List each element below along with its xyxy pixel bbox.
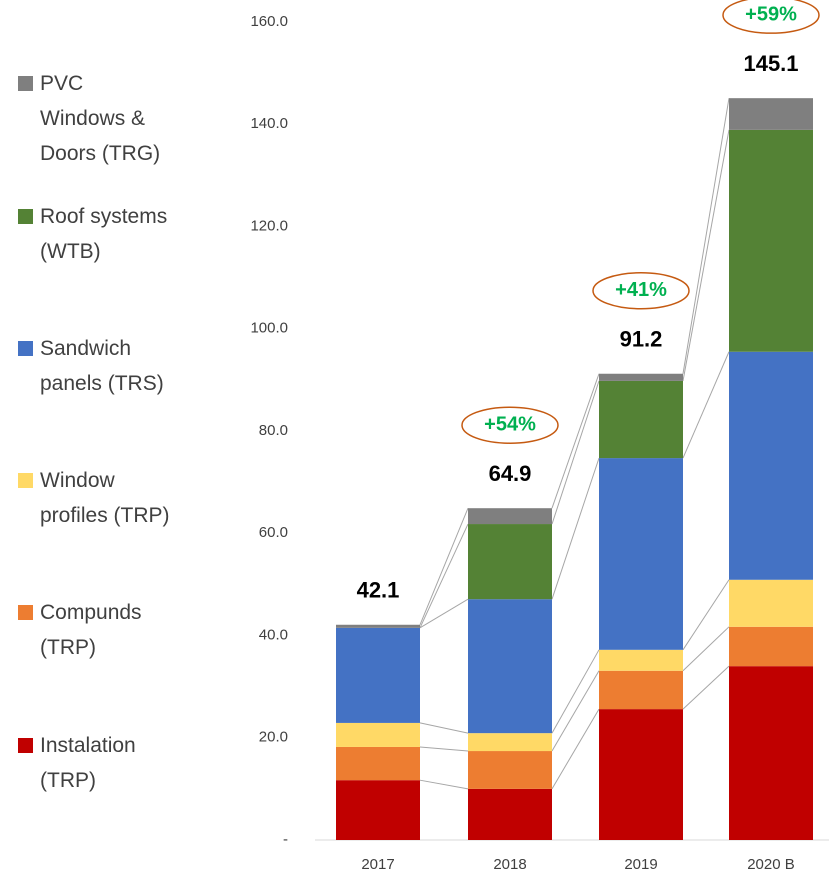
x-tick-label: 2020 B bbox=[747, 856, 795, 873]
growth-label: +41% bbox=[615, 279, 667, 301]
connector bbox=[551, 380, 600, 525]
connector bbox=[682, 579, 730, 651]
x-tick-label: 2019 bbox=[624, 856, 657, 873]
legend-label: Roof systems (WTB) bbox=[40, 205, 168, 263]
connector bbox=[551, 708, 600, 790]
y-tick-label: 100.0 bbox=[250, 320, 288, 337]
bar-segment bbox=[468, 788, 552, 840]
y-tick-label: 160.0 bbox=[250, 13, 288, 30]
bar-segment bbox=[336, 627, 420, 723]
bar-segment bbox=[729, 351, 813, 580]
connector bbox=[419, 598, 469, 629]
growth-label: +54% bbox=[484, 413, 536, 435]
bar-segment bbox=[336, 722, 420, 747]
bar-segment bbox=[729, 129, 813, 352]
growth-label: +59% bbox=[745, 3, 797, 25]
legend-item: Window profiles (TRP) bbox=[18, 463, 170, 533]
legend-item: Sandwich panels (TRS) bbox=[18, 331, 170, 401]
legend-swatch bbox=[18, 605, 33, 620]
y-tick-label: - bbox=[283, 831, 288, 848]
growth-badge bbox=[722, 0, 820, 34]
bar-segment bbox=[336, 624, 420, 628]
bar-segment bbox=[468, 751, 552, 789]
legend-label: Sandwich panels (TRS) bbox=[40, 337, 164, 395]
bar-segment bbox=[599, 709, 683, 840]
connector bbox=[419, 508, 469, 625]
bar-segment bbox=[729, 626, 813, 667]
x-tick-label: 2017 bbox=[361, 856, 394, 873]
legend-swatch bbox=[18, 341, 33, 356]
bar-segment bbox=[468, 508, 552, 525]
bar-segment bbox=[599, 649, 683, 671]
bar-segment bbox=[729, 579, 813, 627]
bar-segment bbox=[599, 380, 683, 459]
connector bbox=[551, 670, 600, 752]
connector bbox=[682, 351, 730, 459]
connector bbox=[682, 626, 730, 672]
growth-badge bbox=[592, 271, 690, 310]
y-tick-label: 60.0 bbox=[259, 524, 288, 541]
legend-swatch bbox=[18, 209, 33, 224]
bar-segment bbox=[599, 458, 683, 650]
connector bbox=[419, 746, 469, 752]
y-tick-label: 120.0 bbox=[250, 217, 288, 234]
legend-label: Window profiles (TRP) bbox=[40, 469, 170, 527]
connector bbox=[682, 98, 730, 374]
y-tick-label: 40.0 bbox=[259, 626, 288, 643]
connector bbox=[682, 129, 730, 381]
legend-label: Compunds (TRP) bbox=[40, 601, 142, 659]
connector bbox=[551, 649, 600, 734]
y-tick-label: 140.0 bbox=[250, 115, 288, 132]
bar-segment bbox=[336, 780, 420, 840]
total-label: 145.1 bbox=[743, 51, 798, 76]
legend-item: PVC Windows & Doors (TRG) bbox=[18, 66, 170, 171]
bar-segment bbox=[468, 599, 552, 734]
connector bbox=[551, 457, 600, 600]
total-label: 91.2 bbox=[620, 327, 663, 352]
legend-label: Instalation (TRP) bbox=[40, 734, 136, 792]
total-label: 42.1 bbox=[357, 578, 400, 603]
bar-segment bbox=[729, 666, 813, 840]
bar-segment bbox=[599, 373, 683, 381]
y-tick-label: 80.0 bbox=[259, 422, 288, 439]
legend-item: Instalation (TRP) bbox=[18, 728, 170, 798]
x-tick-label: 2018 bbox=[493, 856, 526, 873]
bar-segment bbox=[599, 670, 683, 710]
y-tick-label: 20.0 bbox=[259, 729, 288, 746]
growth-badge bbox=[461, 406, 559, 444]
legend-swatch bbox=[18, 473, 33, 488]
connector bbox=[551, 373, 600, 509]
legend-label: PVC Windows & Doors (TRG) bbox=[40, 72, 161, 165]
connector bbox=[419, 779, 469, 790]
bar-segment bbox=[468, 733, 552, 752]
bar-segment bbox=[336, 746, 420, 781]
bar-segment bbox=[468, 524, 552, 600]
total-label: 64.9 bbox=[489, 461, 532, 486]
connector bbox=[419, 722, 469, 734]
legend-item: Compunds (TRP) bbox=[18, 595, 170, 665]
legend-swatch bbox=[18, 76, 33, 91]
connector bbox=[682, 665, 730, 710]
bar-segment bbox=[729, 98, 813, 130]
legend-item: Roof systems (WTB) bbox=[18, 199, 170, 269]
connector bbox=[419, 523, 469, 629]
legend-swatch bbox=[18, 738, 33, 753]
